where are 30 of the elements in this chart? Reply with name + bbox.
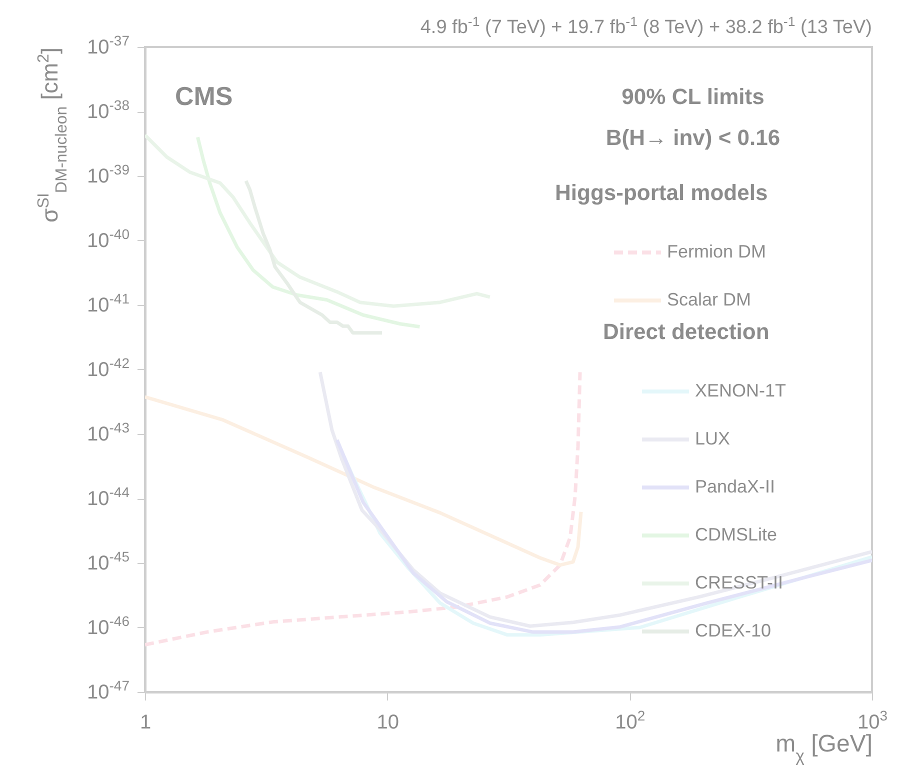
x-tick-label: 10 <box>376 712 399 734</box>
y-tick-label: 10$^{-39}$ <box>87 162 130 188</box>
legend-label: PandaX-II <box>695 476 776 496</box>
y-tick-label: 10$^{-43}$ <box>87 420 130 446</box>
legend-title: Higgs-portal models <box>555 180 768 205</box>
legend-label: Fermion DM <box>667 242 766 262</box>
y-tick-label: 10$^{-40}$ <box>87 226 130 252</box>
y-tick-label: 10$^{-45}$ <box>87 548 130 574</box>
legend-label: LUX <box>695 428 730 448</box>
legend-label: CDEX-10 <box>695 620 772 640</box>
y-tick-label: 10$^{-41}$ <box>87 290 130 316</box>
legend-label: CDMSLite <box>695 524 778 544</box>
annotation: B(H→ inv) < 0.16 <box>606 125 780 150</box>
chart-title: 4.9 fb$^{-1}$ (7 TeV) + 19.7 fb$^{-1}$ (8 TeV) + 38.2 fb$^{-1}$ (13 TeV) <box>420 14 872 38</box>
y-tick-label: 10$^{-37}$ <box>87 32 130 58</box>
y-tick-label: 10$^{-42}$ <box>87 355 130 381</box>
y-tick-label: 10$^{-44}$ <box>87 484 130 510</box>
annotation: CMS <box>175 81 233 111</box>
x-tick-label: 1 <box>140 712 152 734</box>
annotation: Direct detection <box>603 319 770 344</box>
y-tick-label: 10$^{-46}$ <box>87 613 130 639</box>
x-tick-label: 10$^{2}$ <box>615 708 646 734</box>
x-tick-label: 10$^{3}$ <box>857 708 888 734</box>
y-tick-label: 10$^{-47}$ <box>87 678 130 704</box>
legend-label: CRESST-II <box>695 572 784 592</box>
annotation: 90% CL limits <box>622 84 764 109</box>
x-axis-title: m$_{χ}$ [GeV] <box>776 730 872 765</box>
legend-label: XENON-1T <box>695 380 786 400</box>
y-tick-label: 10$^{-38}$ <box>87 97 130 123</box>
legend-label: Scalar DM <box>667 290 752 310</box>
